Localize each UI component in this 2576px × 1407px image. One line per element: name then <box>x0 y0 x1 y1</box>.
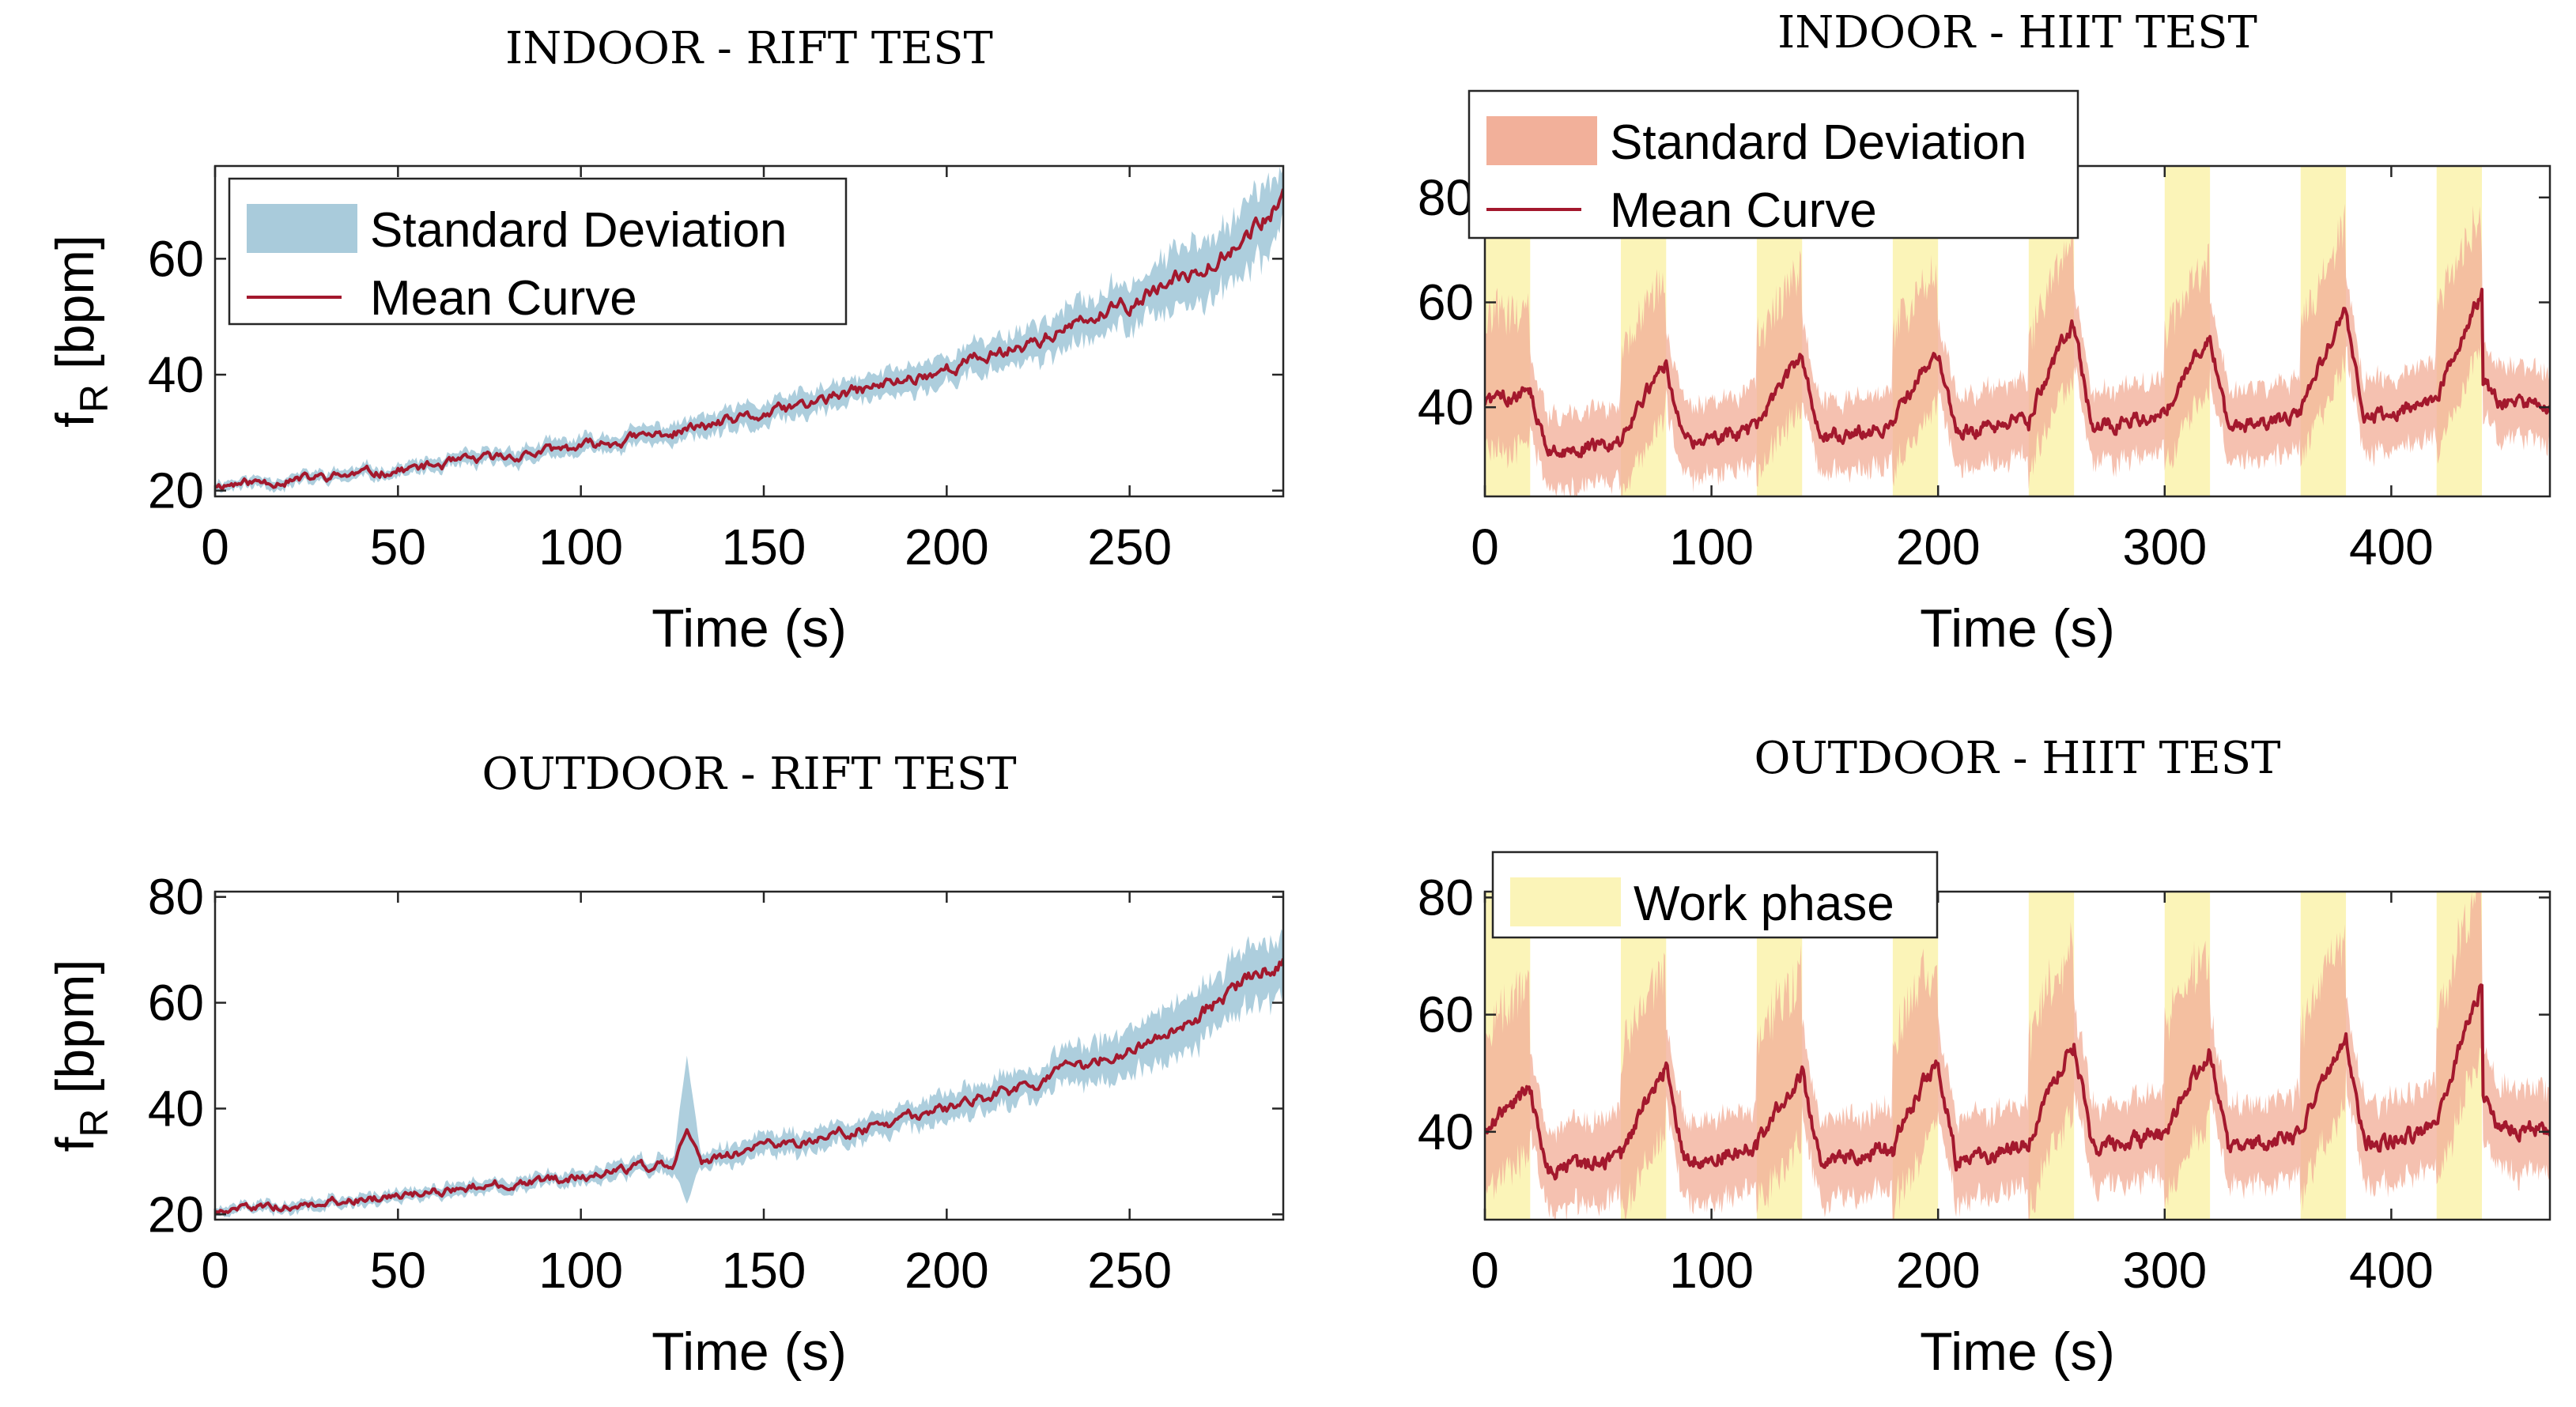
x-tick-label: 400 <box>2349 519 2434 575</box>
mean-curve-outdoor_rift <box>215 958 1283 1215</box>
mean-curve-indoor_rift <box>215 188 1283 491</box>
legend-label: Standard Deviation <box>370 203 787 258</box>
x-tick-label: 0 <box>1471 1242 1499 1299</box>
legend: Standard Deviation Mean Curve <box>1467 89 2079 240</box>
std-band-outdoor_rift <box>215 929 1283 1217</box>
x-tick-label: 100 <box>1669 1242 1754 1299</box>
x-tick-label: 300 <box>2122 519 2207 575</box>
y-tick-label: 80 <box>148 869 204 926</box>
y-tick-label: 40 <box>148 346 204 403</box>
y-axis-label: fR [bpm] <box>45 235 116 428</box>
panel-indoor_rift: 0 50 100 150 200 250 20 40 60 INDOOR - RIFT TEST T… <box>45 23 1285 658</box>
axes-box <box>213 890 1285 1221</box>
x-tick-label: 100 <box>538 519 623 575</box>
legend: Standard Deviation Mean Curve <box>228 177 848 326</box>
panel-title: INDOOR - HIIT TEST <box>1777 7 2257 58</box>
x-tick-label: 150 <box>722 1242 806 1299</box>
x-tick-label: 50 <box>370 1242 426 1299</box>
mean-curve-indoor_hiit <box>1485 288 2550 458</box>
x-tick-label: 0 <box>201 1242 229 1299</box>
y-tick-label: 60 <box>1418 986 1474 1043</box>
y-tick-label: 20 <box>148 462 204 519</box>
x-axis-label: Time (s) <box>1920 598 2115 658</box>
x-tick-label: 150 <box>722 519 806 575</box>
legend-label: Mean Curve <box>370 271 637 326</box>
x-tick-label: 0 <box>201 519 229 575</box>
panel-title: INDOOR - RIFT TEST <box>505 23 993 74</box>
y-tick-label: 40 <box>1418 379 1474 436</box>
std-band-indoor_rift <box>215 167 1283 493</box>
y-tick-label: 80 <box>1418 169 1474 226</box>
y-tick-label: 40 <box>148 1080 204 1137</box>
plot-area <box>215 929 1283 1217</box>
y-tick-label: 40 <box>1418 1103 1474 1160</box>
x-tick-label: 250 <box>1087 519 1172 575</box>
panel-outdoor_rift: 0 50 100 150 200 250 20 40 60 80 OUTDOOR - RIFT TE… <box>45 749 1285 1382</box>
legend-label: Work phase <box>1634 877 1894 931</box>
panel-outdoor_hiit: 0 100 200 300 400 40 60 80 OUTDOOR - HIIT TEST Ti… <box>1418 733 2551 1382</box>
x-tick-label: 250 <box>1087 1242 1172 1299</box>
x-tick-label: 100 <box>1669 519 1754 575</box>
axes-box <box>213 164 1285 498</box>
y-tick-label: 80 <box>1418 869 1474 926</box>
legend: Work phase <box>1491 851 1939 939</box>
x-tick-label: 100 <box>538 1242 623 1299</box>
x-tick-label: 400 <box>2349 1242 2434 1299</box>
x-tick-label: 200 <box>1896 1242 1981 1299</box>
y-tick-label: 60 <box>148 975 204 1032</box>
x-axis-label: Time (s) <box>652 598 847 658</box>
panel-indoor_hiit: 0 100 200 300 400 40 60 80 INDOOR - HIIT TEST Tim… <box>1418 7 2551 658</box>
x-tick-label: 200 <box>1896 519 1981 575</box>
x-tick-label: 200 <box>905 1242 989 1299</box>
y-tick-label: 60 <box>148 230 204 287</box>
legend-swatch <box>1510 877 1621 926</box>
legend-swatch <box>247 204 357 253</box>
plot-area <box>1485 892 2550 1220</box>
legend-label: Mean Curve <box>1610 183 1877 238</box>
x-tick-label: 50 <box>370 519 426 575</box>
x-tick-label: 300 <box>2122 1242 2207 1299</box>
legend-label: Standard Deviation <box>1610 115 2026 170</box>
x-tick-label: 0 <box>1471 519 1499 575</box>
mean-curve-outdoor_hiit <box>1485 983 2550 1181</box>
y-tick-label: 20 <box>148 1186 204 1243</box>
x-tick-label: 200 <box>905 519 989 575</box>
axes-box <box>1483 890 2551 1221</box>
legend-swatch <box>1486 116 1597 165</box>
x-axis-label: Time (s) <box>652 1322 847 1382</box>
plot-area <box>215 167 1283 493</box>
x-axis-label: Time (s) <box>1920 1322 2115 1382</box>
panel-title: OUTDOOR - RIFT TEST <box>482 749 1016 800</box>
panel-title: OUTDOOR - HIIT TEST <box>1754 733 2280 784</box>
y-tick-label: 60 <box>1418 274 1474 331</box>
y-axis-label: fR [bpm] <box>45 960 116 1152</box>
